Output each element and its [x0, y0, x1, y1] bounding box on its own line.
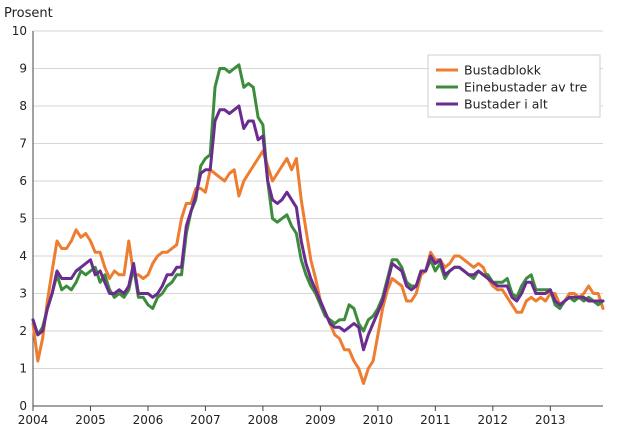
x-tick-label: 2004	[18, 413, 49, 427]
x-tick-label: 2006	[133, 413, 164, 427]
legend-label-bustader-i-alt: Bustader i alt	[464, 97, 548, 112]
y-tick-label: 10	[12, 24, 27, 38]
x-tick-label: 2007	[190, 413, 221, 427]
y-tick-label: 7	[19, 137, 27, 151]
legend: Bustadblokk Einebustader av tre Bustader i…	[427, 54, 601, 118]
y-tick-label: 2	[19, 324, 27, 338]
y-axis-unit-label: Prosent	[4, 6, 53, 21]
x-tick-label: 2013	[535, 413, 566, 427]
y-tick-label: 8	[19, 99, 27, 113]
y-tick-label: 5	[19, 212, 27, 226]
x-tick-label: 2011	[420, 413, 451, 427]
legend-label-einebustader-av-tre: Einebustader av tre	[464, 80, 587, 95]
series-lines	[31, 63, 605, 385]
x-tick-label: 2012	[478, 413, 509, 427]
y-tick-label: 9	[19, 62, 27, 76]
y-tick-label: 0	[19, 399, 27, 413]
x-tick-label: 2009	[305, 413, 336, 427]
x-tick-label: 2008	[248, 413, 279, 427]
x-tick-label: 2010	[363, 413, 394, 427]
y-tick-label: 1	[19, 362, 27, 376]
axes: 0 1 2 3 4 5 6 7 8 9 10 Prosent 2004 2005 2006 2007 2008 2…	[4, 6, 603, 427]
y-tick-label: 3	[19, 287, 27, 301]
y-tick-label: 4	[19, 249, 27, 263]
legend-label-bustadblokk: Bustadblokk	[464, 63, 542, 78]
y-tick-label: 6	[19, 174, 27, 188]
series-line-bustader-i-alt	[31, 104, 605, 352]
x-tick-label: 2005	[75, 413, 106, 427]
series-line-bustadblokk	[31, 149, 605, 385]
